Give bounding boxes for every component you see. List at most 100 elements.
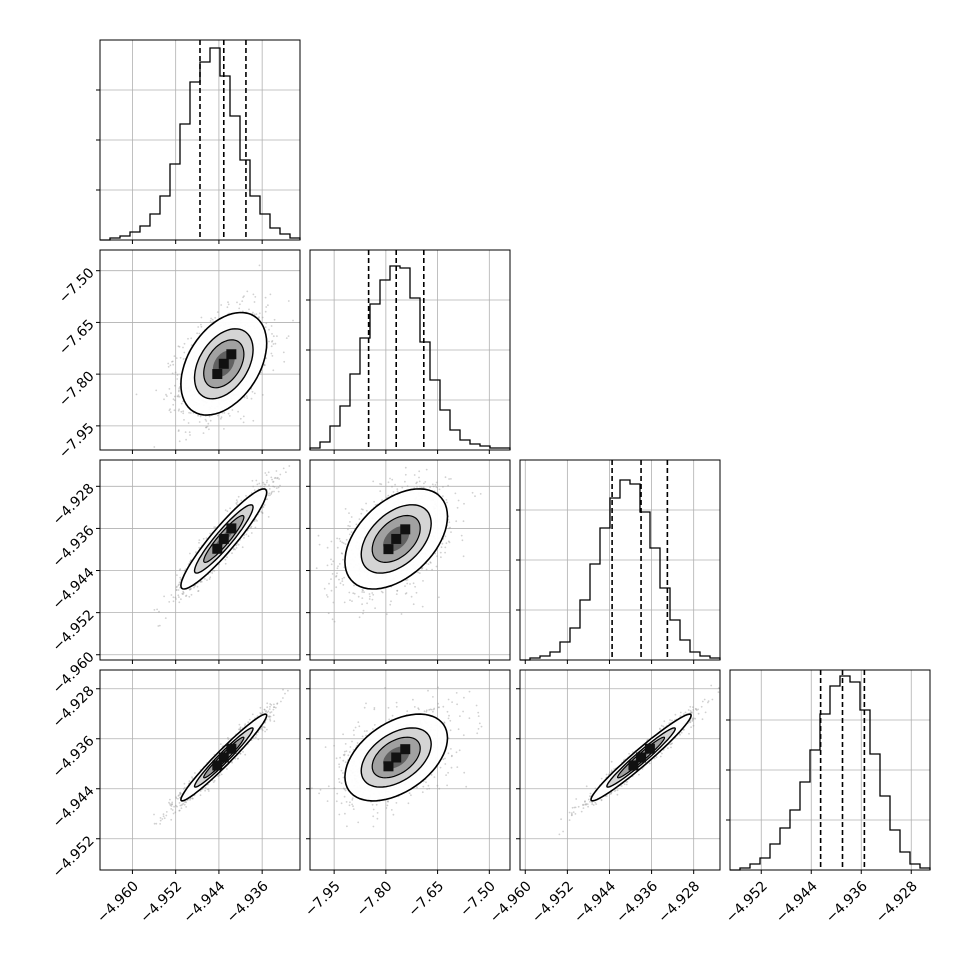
scatter-point [391, 478, 394, 481]
scatter-point [205, 420, 208, 422]
scatter-point [216, 311, 219, 313]
scatter-point [172, 812, 175, 815]
scatter-point [182, 410, 185, 413]
axes-frame [729, 669, 931, 871]
scatter-point [204, 578, 206, 580]
scatter-point [263, 485, 265, 488]
scatter-point [193, 586, 195, 589]
scatter-point [168, 409, 171, 412]
scatter-point [347, 524, 350, 527]
scatter-point [349, 599, 351, 602]
scatter-point [264, 310, 267, 313]
scatter-point [275, 487, 278, 489]
scatter-point [342, 542, 345, 544]
scatter-point [223, 412, 226, 414]
scatter-point [168, 601, 171, 603]
density-peak-1 [226, 523, 237, 534]
scatter-point [172, 596, 175, 599]
scatter-point [366, 602, 368, 605]
scatter-point [173, 395, 176, 398]
scatter-point [342, 558, 344, 561]
histogram-steps [730, 675, 931, 871]
scatter-point [447, 484, 449, 487]
histogram-steps [309, 265, 511, 450]
scatter-point [190, 344, 193, 346]
scatter-point [243, 396, 246, 399]
scatter-point [456, 506, 459, 509]
scatter-point [252, 485, 255, 488]
scatter-point [180, 402, 183, 405]
scatter-point [252, 419, 255, 422]
scatter-point [172, 600, 175, 603]
scatter-point [254, 296, 257, 298]
scatter-point [216, 414, 219, 417]
scatter-point [189, 412, 192, 414]
scatter-point [381, 591, 384, 594]
scatter-point [227, 303, 230, 306]
scatter-point [198, 541, 200, 544]
scatter-point [205, 537, 208, 540]
scatter-point [264, 364, 266, 367]
scatter-point [227, 412, 230, 415]
scatter-point [264, 472, 267, 474]
scatter-point [178, 395, 181, 398]
scatter-point [263, 363, 266, 366]
scatter-point [266, 728, 268, 731]
density-peak-0 [218, 533, 229, 544]
scatter-point [159, 817, 162, 819]
scatter-point [228, 415, 231, 417]
scatter-point [283, 360, 286, 363]
scatter-point [185, 438, 188, 441]
scatter-point [175, 589, 178, 591]
scatter-point [158, 610, 160, 613]
scatter-point [410, 595, 413, 598]
scatter-point [272, 343, 275, 345]
scatter-point [270, 352, 273, 355]
scatter-point [450, 478, 452, 480]
scatter-point [344, 508, 347, 510]
scatter-point [170, 818, 173, 821]
scatter-point [287, 335, 290, 337]
scatter-point [199, 415, 202, 418]
scatter-point [224, 558, 227, 561]
scatter-point [244, 723, 247, 726]
scatter-point [214, 316, 217, 319]
scatter-point [336, 546, 339, 549]
scatter-point [274, 342, 277, 345]
scatter-point [191, 776, 193, 778]
scatter-point [206, 425, 209, 428]
histogram-steps [520, 479, 721, 661]
scatter-point [368, 593, 371, 595]
scatter-point [246, 290, 249, 293]
scatter-point [347, 528, 349, 531]
scatter-point [218, 774, 221, 777]
scatter-point [207, 422, 210, 425]
scatter-point [183, 419, 185, 421]
scatter-point [256, 520, 258, 522]
scatter-point [270, 325, 273, 327]
scatter-point [167, 365, 170, 368]
scatter-point [401, 486, 404, 489]
scatter-point [254, 526, 257, 529]
scatter-point [396, 589, 399, 592]
scatter-point [182, 400, 184, 403]
scatter-point [258, 482, 261, 485]
scatter-point [255, 479, 258, 482]
scatter-point [219, 743, 222, 745]
scatter-point [350, 531, 353, 533]
scatter-point [189, 552, 191, 555]
histogram-panel-1 [306, 249, 511, 454]
scatter-point [205, 426, 208, 429]
scatter-point [250, 397, 253, 400]
scatter-point [336, 572, 338, 575]
scatter-point [169, 798, 171, 801]
scatter-point [394, 483, 396, 486]
scatter-point [172, 398, 175, 401]
scatter-point [177, 584, 180, 587]
density-peak-0 [218, 358, 229, 369]
scatter-point [275, 470, 278, 472]
scatter-point [336, 567, 339, 570]
scatter-point [258, 316, 260, 319]
scatter-point [269, 293, 272, 296]
scatter-point [387, 494, 390, 497]
